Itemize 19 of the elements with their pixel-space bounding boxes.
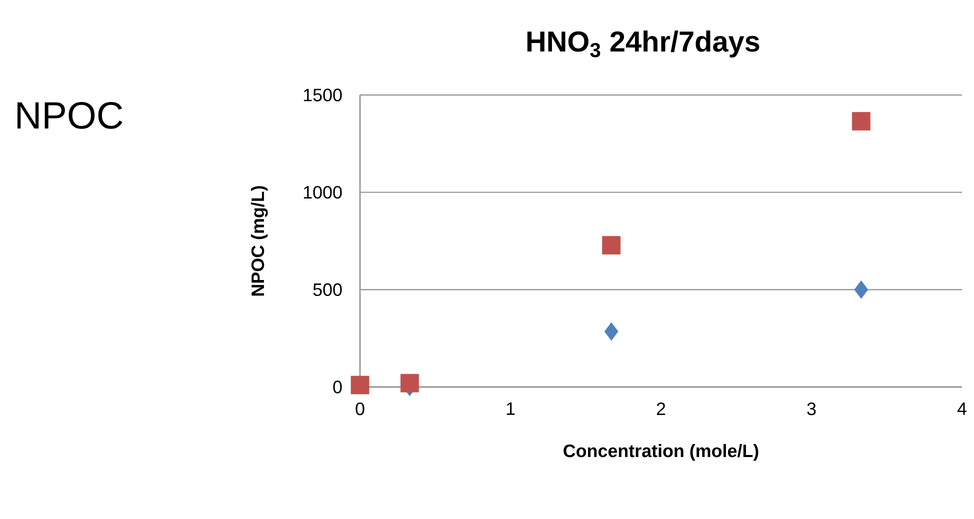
x-tick-label: 4 — [957, 402, 966, 415]
point — [604, 322, 618, 341]
y-tick-label: 500 — [313, 283, 342, 296]
point — [854, 280, 868, 299]
point — [852, 112, 870, 130]
point — [350, 376, 370, 394]
text: NPOC — [17, 102, 122, 129]
y-axis-title: NPOC (mg/L) — [250, 186, 268, 296]
y-tick-label: 1500 — [304, 88, 342, 102]
y-tick-label: 1000 — [304, 186, 342, 199]
x-tick-label: 0 — [356, 402, 364, 416]
point — [602, 236, 621, 254]
chart-title: HNO$_{3}$ 24hr/7days — [527, 30, 760, 58]
x-tick-label: 1 — [506, 402, 515, 415]
x-tick-label: 3 — [807, 402, 816, 416]
x-axis-title: Concentration (mole/L) — [564, 444, 758, 461]
x-tick-label: 2 — [656, 402, 666, 416]
y-tick-label: 0 — [333, 380, 342, 394]
point — [400, 374, 419, 392]
